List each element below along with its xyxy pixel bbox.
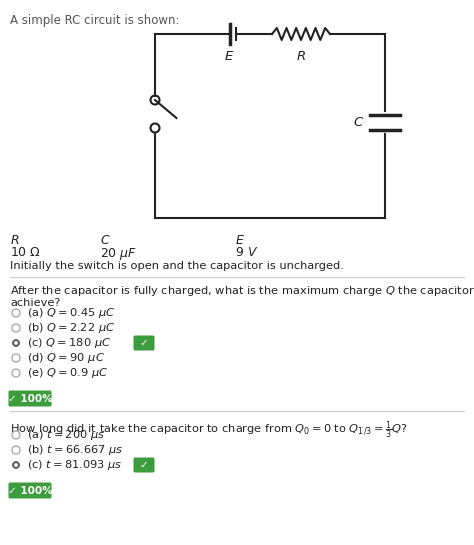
FancyBboxPatch shape	[9, 482, 52, 499]
Text: A simple RC circuit is shown:: A simple RC circuit is shown:	[10, 14, 180, 27]
Text: achieve?: achieve?	[10, 298, 60, 308]
Circle shape	[14, 341, 18, 345]
Text: (e) $Q = 0.9\ \mu C$: (e) $Q = 0.9\ \mu C$	[27, 366, 109, 380]
Text: (d) $Q = 90\ \mu C$: (d) $Q = 90\ \mu C$	[27, 351, 105, 365]
Text: $20\ \mu F$: $20\ \mu F$	[100, 246, 137, 262]
Text: $E$: $E$	[224, 50, 234, 63]
FancyBboxPatch shape	[134, 457, 155, 473]
Text: $R$: $R$	[296, 50, 306, 63]
Text: $R$: $R$	[10, 234, 19, 247]
Text: $C$: $C$	[353, 116, 364, 129]
Text: (b) $t = 66.667\ \mu s$: (b) $t = 66.667\ \mu s$	[27, 443, 124, 457]
Text: ✓: ✓	[140, 460, 148, 470]
Text: ✓ 100%: ✓ 100%	[8, 486, 52, 495]
Text: Initially the switch is open and the capacitor is uncharged.: Initially the switch is open and the cap…	[10, 261, 344, 271]
FancyBboxPatch shape	[134, 336, 155, 350]
Text: $E$: $E$	[235, 234, 245, 247]
Circle shape	[12, 461, 20, 469]
Text: ✓: ✓	[140, 338, 148, 348]
Text: $9\ V$: $9\ V$	[235, 246, 258, 259]
Text: (a) $Q = 0.45\ \mu C$: (a) $Q = 0.45\ \mu C$	[27, 306, 116, 320]
Text: $C$: $C$	[100, 234, 111, 247]
Text: (a) $t = 200\ \mu s$: (a) $t = 200\ \mu s$	[27, 428, 105, 442]
Text: How long did it take the capacitor to charge from $Q_0 = 0$ to $Q_{1/3} = \frac{: How long did it take the capacitor to ch…	[10, 419, 408, 440]
Circle shape	[12, 339, 20, 347]
Text: ✓ 100%: ✓ 100%	[8, 393, 52, 403]
Text: (c) $Q = 180\ \mu C$: (c) $Q = 180\ \mu C$	[27, 336, 111, 350]
Circle shape	[14, 463, 18, 467]
Text: (c) $t = 81.093\ \mu s$: (c) $t = 81.093\ \mu s$	[27, 458, 123, 472]
Text: $10\ \Omega$: $10\ \Omega$	[10, 246, 41, 259]
FancyBboxPatch shape	[9, 391, 52, 407]
Text: (b) $Q = 2.22\ \mu C$: (b) $Q = 2.22\ \mu C$	[27, 321, 115, 335]
Text: After the capacitor is fully charged, what is the maximum charge $Q$ the capacit: After the capacitor is fully charged, wh…	[10, 284, 474, 298]
